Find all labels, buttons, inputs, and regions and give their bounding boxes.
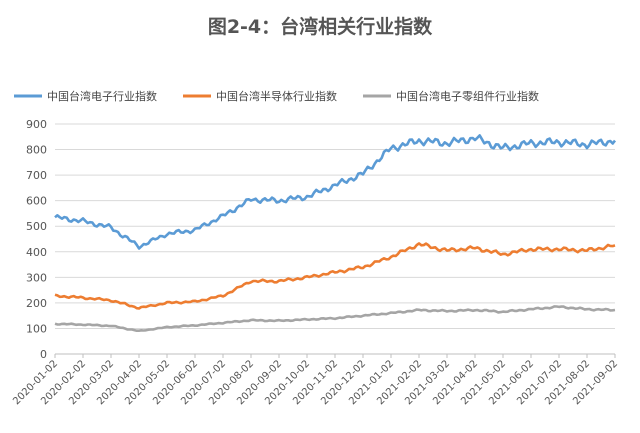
y-tick-label: 900 [26, 118, 47, 131]
y-axis: 0 100 200 300 400 500 600 700 800 900 [26, 118, 47, 361]
y-tick-label: 700 [26, 169, 47, 182]
series-line-0 [54, 134, 617, 250]
y-tick-label: 800 [26, 144, 47, 157]
y-tick-label: 0 [40, 348, 47, 361]
y-tick-label: 100 [26, 322, 47, 335]
x-axis: 2020-01-022020-02-022020-03-022020-04-02… [11, 354, 620, 407]
legend-label: 中国台湾电子零组件行业指数 [396, 89, 539, 103]
y-tick-label: 300 [26, 271, 47, 284]
y-tick-label: 600 [26, 195, 47, 208]
series-line-1 [54, 242, 616, 310]
y-tick-label: 500 [26, 220, 47, 233]
y-tick-label: 400 [26, 246, 47, 259]
legend-label: 中国台湾电子行业指数 [47, 89, 157, 103]
chart-title: 图2-4：台湾相关行业指数 [207, 16, 433, 38]
legend: 中国台湾电子行业指数 中国台湾半导体行业指数 中国台湾电子零组件行业指数 [14, 89, 539, 103]
series-lines [54, 134, 617, 332]
series-line-2 [54, 305, 616, 332]
legend-label: 中国台湾半导体行业指数 [216, 89, 337, 103]
y-tick-label: 200 [26, 297, 47, 310]
